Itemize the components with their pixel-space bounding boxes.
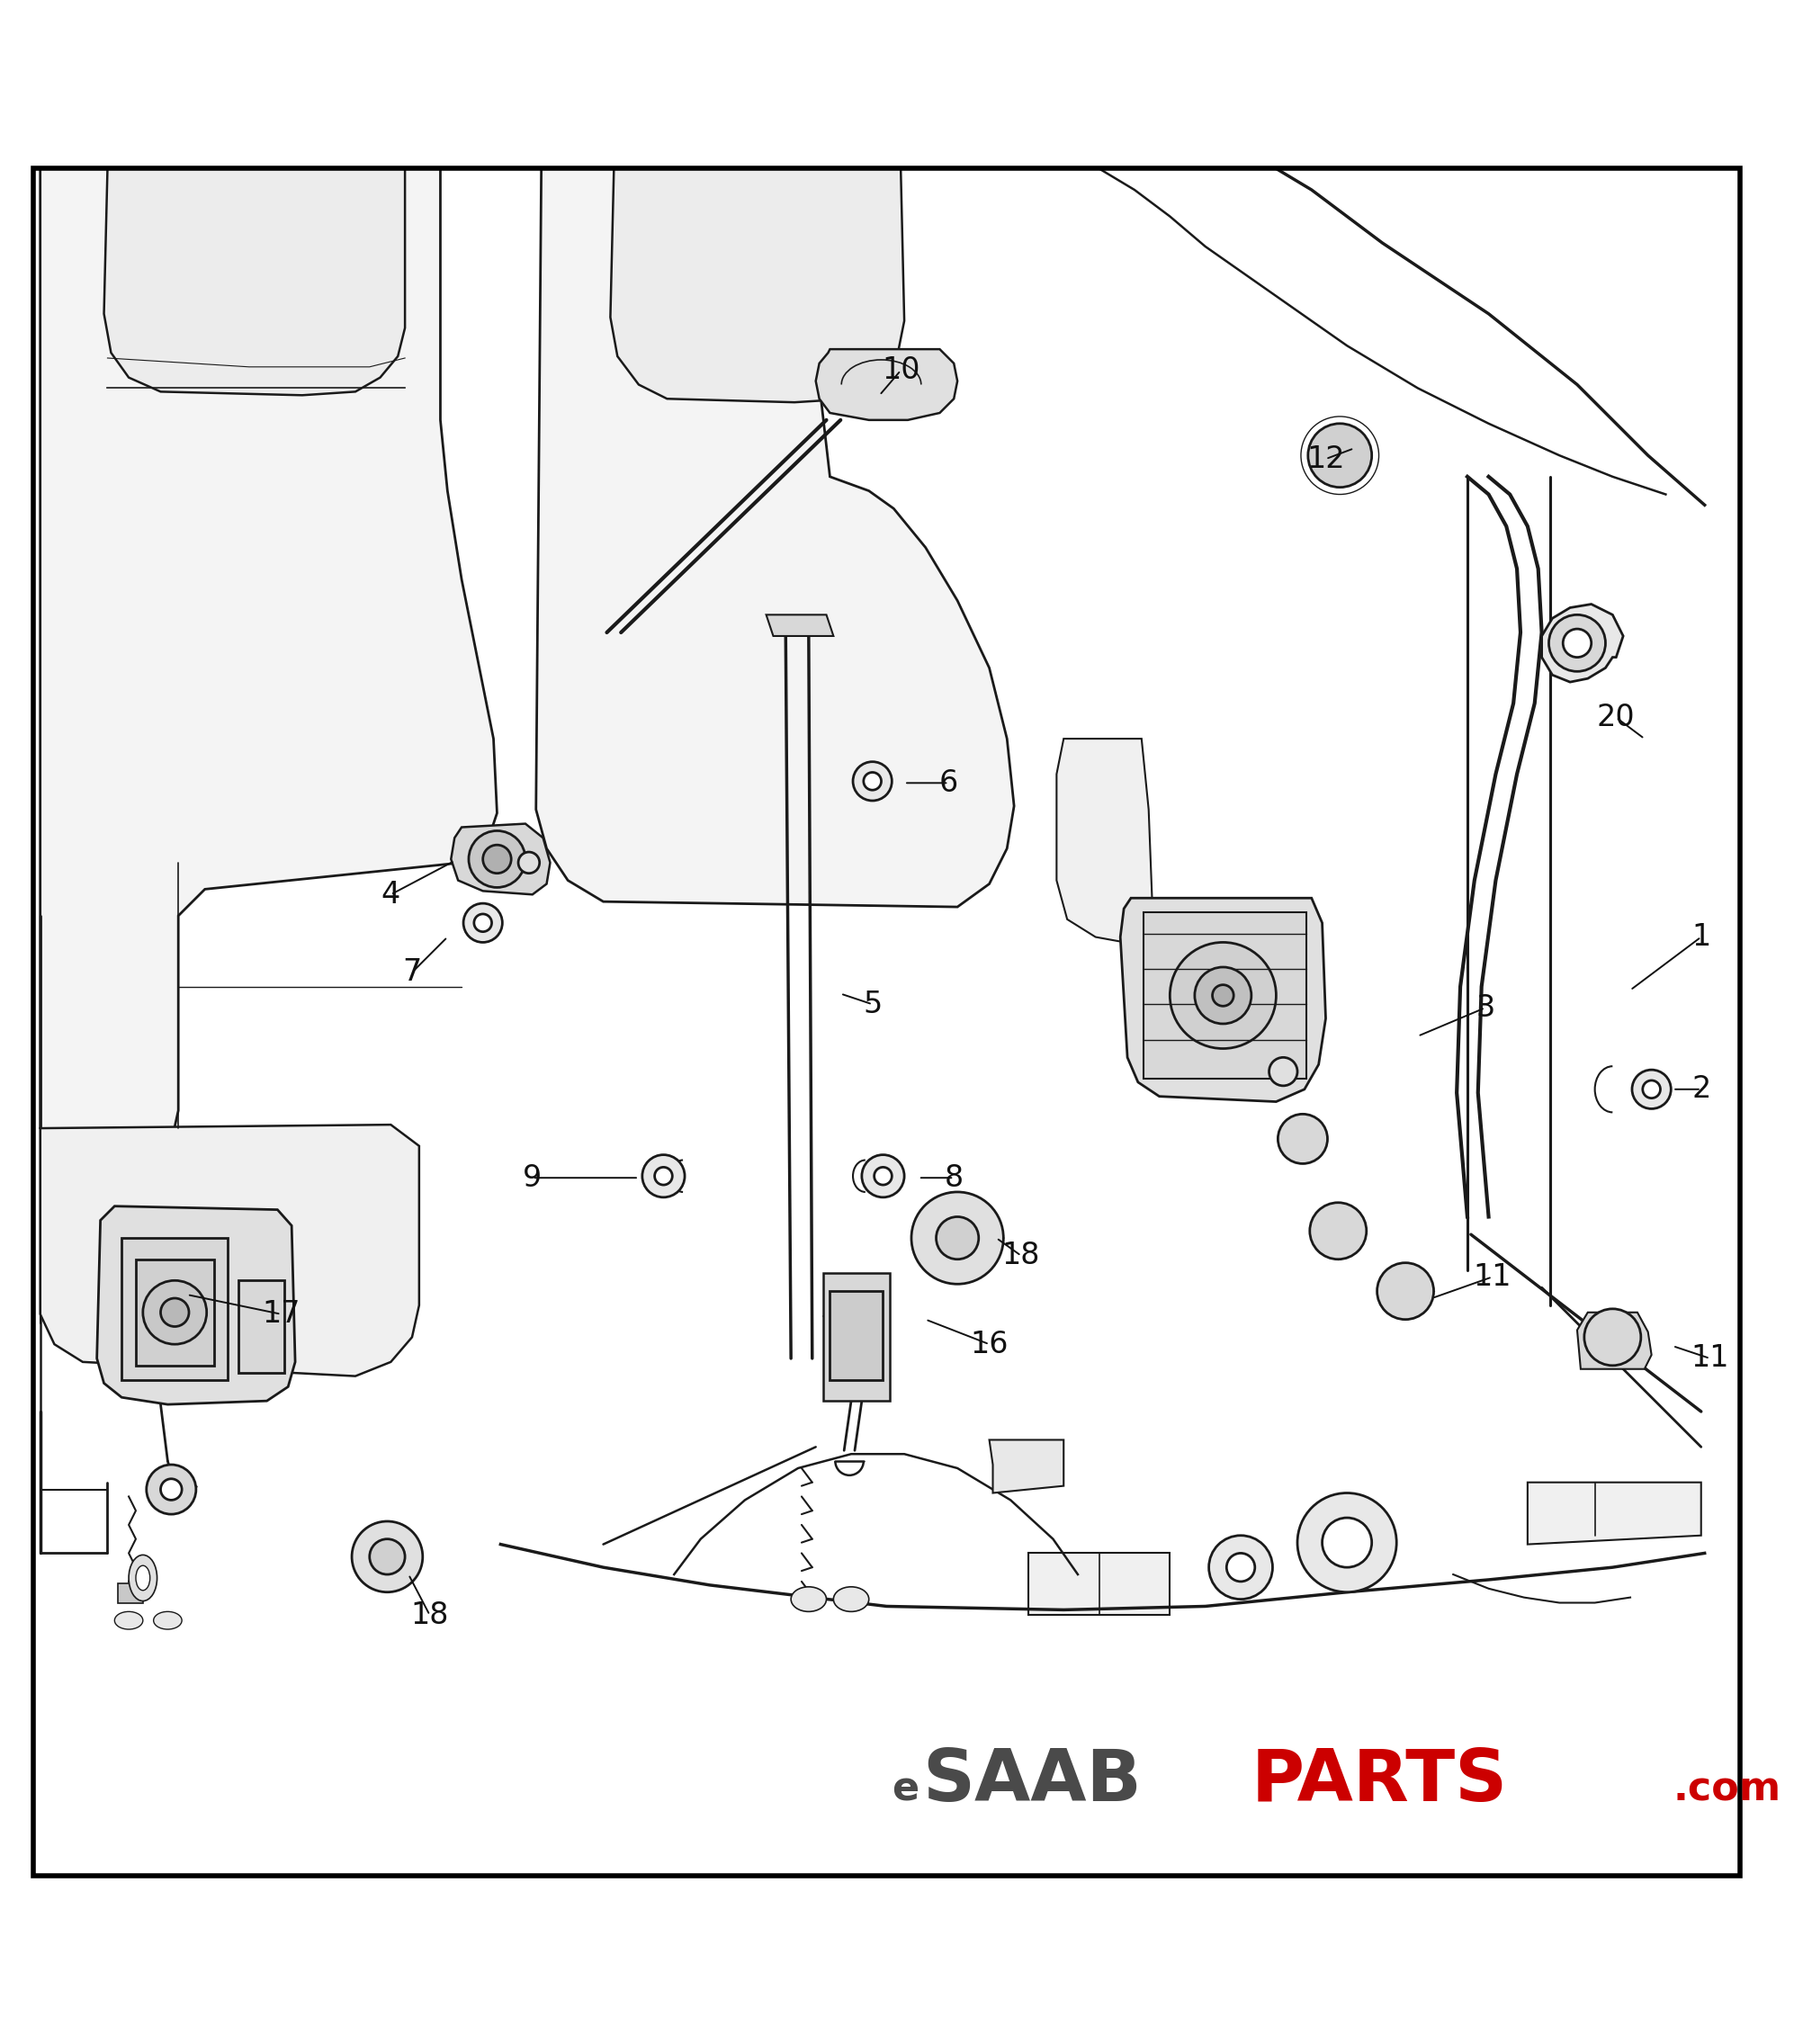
Circle shape [936, 1216, 979, 1259]
Circle shape [146, 1466, 197, 1515]
Text: 12: 12 [1307, 444, 1345, 474]
Text: 2: 2 [1691, 1075, 1711, 1104]
Bar [829, 1292, 883, 1380]
Polygon shape [990, 1439, 1064, 1492]
Circle shape [642, 1155, 685, 1198]
Polygon shape [1578, 1312, 1652, 1369]
Circle shape [654, 1167, 673, 1186]
Text: 1: 1 [1691, 922, 1711, 953]
Polygon shape [766, 615, 833, 636]
Circle shape [874, 1167, 892, 1186]
Text: 7: 7 [402, 957, 422, 987]
Polygon shape [535, 168, 1013, 908]
Polygon shape [451, 824, 550, 895]
Circle shape [1585, 1308, 1641, 1365]
Circle shape [160, 1298, 189, 1327]
Text: PARTS: PARTS [1251, 1746, 1507, 1817]
Polygon shape [40, 1124, 418, 1376]
Circle shape [1632, 1069, 1671, 1108]
Polygon shape [815, 350, 957, 419]
Circle shape [1208, 1535, 1273, 1598]
Polygon shape [40, 168, 498, 1167]
Polygon shape [822, 1273, 891, 1400]
Circle shape [1269, 1057, 1298, 1085]
Polygon shape [1120, 897, 1325, 1102]
Text: 11: 11 [1691, 1343, 1729, 1374]
Text: e: e [891, 1770, 918, 1809]
Text: 20: 20 [1597, 703, 1635, 732]
Polygon shape [1527, 1482, 1700, 1545]
Circle shape [160, 1478, 182, 1500]
Circle shape [853, 762, 892, 801]
Circle shape [911, 1192, 1004, 1284]
Circle shape [463, 903, 503, 942]
Circle shape [142, 1280, 207, 1345]
Text: 9: 9 [523, 1163, 543, 1192]
Polygon shape [105, 168, 406, 394]
Polygon shape [1057, 738, 1152, 944]
Circle shape [1563, 630, 1592, 658]
Bar [238, 1280, 285, 1374]
Circle shape [862, 1155, 905, 1198]
Ellipse shape [833, 1586, 869, 1611]
Polygon shape [97, 1206, 296, 1404]
Polygon shape [1542, 605, 1623, 683]
Circle shape [1278, 1114, 1327, 1163]
Text: 16: 16 [970, 1329, 1008, 1359]
Text: 8: 8 [945, 1163, 963, 1192]
Circle shape [1226, 1553, 1255, 1582]
Circle shape [1195, 967, 1251, 1024]
Circle shape [352, 1521, 422, 1592]
Circle shape [1212, 985, 1233, 1006]
Circle shape [474, 914, 492, 932]
Text: .com: .com [1673, 1770, 1781, 1809]
Bar [135, 1259, 215, 1365]
Text: 4: 4 [380, 879, 400, 910]
Bar [1143, 912, 1305, 1079]
Text: 5: 5 [864, 989, 882, 1020]
Circle shape [483, 844, 512, 873]
Ellipse shape [115, 1611, 142, 1629]
Polygon shape [611, 168, 905, 403]
Bar [121, 1239, 227, 1380]
Circle shape [1643, 1081, 1661, 1098]
Text: 17: 17 [261, 1300, 299, 1329]
Text: 10: 10 [882, 356, 920, 384]
Text: 18: 18 [1002, 1241, 1040, 1271]
Ellipse shape [135, 1566, 150, 1590]
Ellipse shape [128, 1555, 157, 1600]
Ellipse shape [792, 1586, 826, 1611]
Circle shape [1309, 1202, 1367, 1259]
Text: 18: 18 [411, 1600, 449, 1629]
Circle shape [517, 852, 539, 873]
Circle shape [1170, 942, 1277, 1049]
Circle shape [1377, 1263, 1433, 1320]
Polygon shape [119, 1584, 142, 1602]
Circle shape [370, 1539, 406, 1574]
Circle shape [1298, 1492, 1397, 1592]
Text: SAAB: SAAB [921, 1746, 1141, 1817]
Text: 6: 6 [939, 769, 957, 797]
Circle shape [1549, 615, 1605, 670]
Circle shape [864, 773, 882, 791]
Circle shape [1307, 423, 1372, 486]
Ellipse shape [153, 1611, 182, 1629]
Circle shape [469, 830, 525, 887]
Circle shape [1322, 1519, 1372, 1568]
Text: 3: 3 [1475, 993, 1495, 1022]
Text: 11: 11 [1473, 1261, 1511, 1292]
Polygon shape [1028, 1553, 1170, 1615]
